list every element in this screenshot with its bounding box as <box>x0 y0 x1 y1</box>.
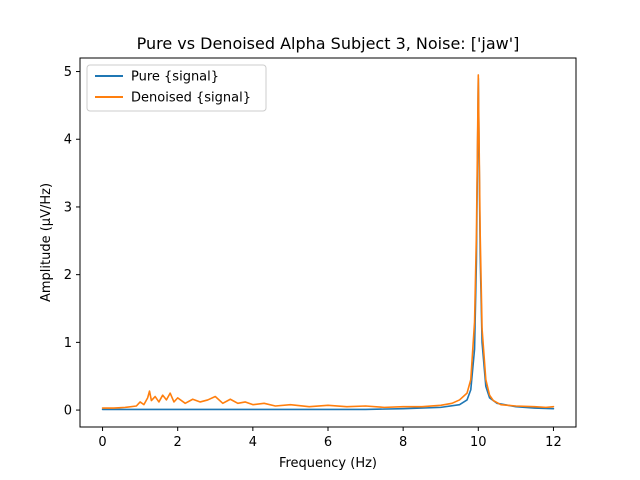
x-tick-label: 8 <box>399 435 407 450</box>
chart-title: Pure vs Denoised Alpha Subject 3, Noise:… <box>137 34 520 53</box>
x-tick-label: 12 <box>545 435 562 450</box>
y-tick-label: 3 <box>64 200 72 215</box>
y-tick-label: 2 <box>64 268 72 283</box>
x-tick-label: 2 <box>174 435 182 450</box>
x-axis-label: Frequency (Hz) <box>279 456 377 471</box>
legend: Pure {signal} Denoised {signal} <box>86 64 267 112</box>
legend-box <box>86 64 267 112</box>
x-tick-label: 0 <box>98 435 106 450</box>
y-tick-label: 0 <box>64 404 72 419</box>
series-lines <box>101 74 555 411</box>
y-tick-label: 4 <box>64 133 72 148</box>
legend-label-pure: Pure {signal} <box>131 70 219 85</box>
x-tick-label: 10 <box>470 435 487 450</box>
y-tick-label: 1 <box>64 336 72 351</box>
legend-label-denoised: Denoised {signal} <box>131 91 251 106</box>
y-axis: 0 1 2 3 4 5 <box>64 65 80 419</box>
series-line-denoised <box>101 74 555 409</box>
y-tick-label: 5 <box>64 65 72 80</box>
x-axis: 0 2 4 6 8 10 12 <box>98 427 562 450</box>
x-tick-label: 4 <box>249 435 257 450</box>
series-line-pure <box>101 77 555 411</box>
x-tick-label: 6 <box>324 435 332 450</box>
y-axis-label: Amplitude (μV/Hz) <box>39 183 54 302</box>
